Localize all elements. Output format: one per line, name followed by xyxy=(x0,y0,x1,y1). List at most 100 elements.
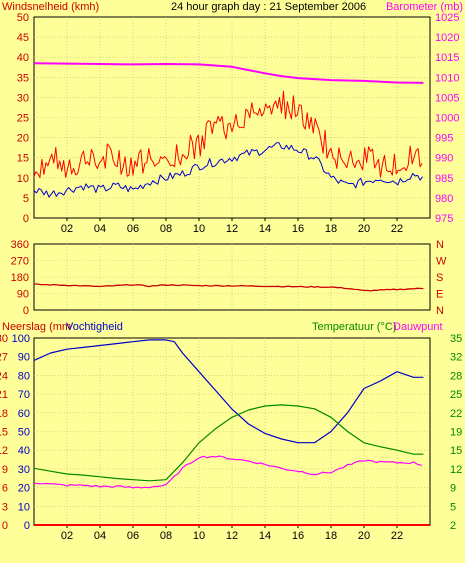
direction-compass-label: N xyxy=(436,239,444,251)
rain-ytick-label: 6 xyxy=(2,483,8,495)
wind-gust-line xyxy=(33,90,423,178)
wind-panel-xtick-label: 18 xyxy=(325,223,337,235)
rain-ytick-label: 21 xyxy=(0,389,8,401)
barometer-ytick-label: 1005 xyxy=(435,92,459,104)
wind-ytick-label: 30 xyxy=(17,92,29,104)
wind-panel-xtick-label: 20 xyxy=(358,223,370,235)
temperature-ytick-label: 25 xyxy=(450,389,462,401)
climate-panel-xtick-label: 02 xyxy=(61,530,73,542)
climate-panel-xtick-label: 06 xyxy=(127,530,139,542)
wind-panel-xtick-label: 04 xyxy=(94,223,106,235)
climate-panel-xtick-label: 10 xyxy=(193,530,205,542)
direction-compass-label: S xyxy=(436,272,443,284)
wind-axis-title: Windsnelheid (kmh) xyxy=(2,1,99,13)
direction-ytick-label: 360 xyxy=(11,239,29,251)
temperature-ytick-label: 9 xyxy=(450,483,456,495)
humidity-ytick-label: 30 xyxy=(18,464,30,476)
humidity-ytick-label: 80 xyxy=(18,370,30,382)
climate-panel-xtick-label: 04 xyxy=(94,530,106,542)
dewpoint-axis-title: Dauwpunt xyxy=(393,321,443,333)
humidity-line xyxy=(33,339,424,444)
temperature-ytick-label: 32 xyxy=(450,352,462,364)
dewpoint-line xyxy=(33,455,422,489)
wind-direction-line xyxy=(34,283,424,292)
temperature-ytick-label: 15 xyxy=(450,445,462,457)
wind-panel-xtick-label: 16 xyxy=(292,223,304,235)
temperature-ytick-label: 22 xyxy=(450,408,462,420)
humidity-ytick-label: 70 xyxy=(18,389,30,401)
temperature-ytick-label: 35 xyxy=(450,333,462,345)
direction-ytick-label: 180 xyxy=(11,272,29,284)
temperature-ytick-label: 19 xyxy=(450,427,462,439)
barometer-ytick-label: 985 xyxy=(435,173,453,185)
rain-ytick-label: 9 xyxy=(2,464,8,476)
climate-panel-xtick-label: 22 xyxy=(391,530,403,542)
humidity-ytick-label: 90 xyxy=(18,352,30,364)
humidity-ytick-label: 100 xyxy=(12,333,30,345)
climate-panel-xtick-label: 08 xyxy=(160,530,172,542)
wind-panel-xtick-label: 06 xyxy=(127,223,139,235)
temperature-line xyxy=(33,404,424,482)
temperature-ytick-label: 28 xyxy=(450,370,462,382)
wind-panel-xtick-label: 02 xyxy=(61,223,73,235)
temperature-axis-title: Temperatuur (°C) xyxy=(312,321,396,333)
barometer-ytick-label: 1000 xyxy=(435,113,459,125)
direction-compass-label: W xyxy=(436,256,447,268)
humidity-ytick-label: 40 xyxy=(18,445,30,457)
barometer-ytick-label: 995 xyxy=(435,133,453,145)
barometer-axis-title: Barometer (mb) xyxy=(386,1,463,13)
wind-panel-xtick-label: 10 xyxy=(193,223,205,235)
barometer-ytick-label: 980 xyxy=(435,193,453,205)
wind-ytick-label: 35 xyxy=(17,72,29,84)
temperature-ytick-label: 12 xyxy=(450,464,462,476)
direction-compass-label: N xyxy=(436,305,444,317)
wind-panel-xtick-label: 08 xyxy=(160,223,172,235)
wind-ytick-label: 25 xyxy=(17,113,29,125)
rain-ytick-label: 0 xyxy=(2,520,8,532)
climate-panel-xtick-label: 14 xyxy=(259,530,271,542)
wind-panel-xtick-label: 14 xyxy=(259,223,271,235)
direction-ytick-label: 270 xyxy=(11,256,29,268)
rain-ytick-label: 30 xyxy=(0,333,8,345)
rain-axis-title: Neerslag (mm xyxy=(2,321,71,333)
barometer-ytick-label: 1025 xyxy=(435,12,459,24)
climate-panel-xtick-label: 16 xyxy=(292,530,304,542)
wind-ytick-label: 15 xyxy=(17,153,29,165)
humidity-axis-title: Vochtigheid xyxy=(66,321,123,333)
humidity-ytick-label: 0 xyxy=(24,520,30,532)
humidity-ytick-label: 50 xyxy=(18,427,30,439)
rain-ytick-label: 24 xyxy=(0,370,8,382)
barometer-ytick-label: 1015 xyxy=(435,52,459,64)
climate-panel-xtick-label: 18 xyxy=(325,530,337,542)
wind-panel-xtick-label: 12 xyxy=(226,223,238,235)
climate-panel-xtick-label: 12 xyxy=(226,530,238,542)
wind-ytick-label: 5 xyxy=(23,193,29,205)
wind-ytick-label: 50 xyxy=(17,12,29,24)
wind-ytick-label: 0 xyxy=(23,213,29,225)
direction-ytick-label: 90 xyxy=(17,289,29,301)
rain-ytick-label: 18 xyxy=(0,408,8,420)
barometer-ytick-label: 1010 xyxy=(435,72,459,84)
wind-ytick-label: 45 xyxy=(17,32,29,44)
barometer-ytick-label: 975 xyxy=(435,213,453,225)
wind-ytick-label: 20 xyxy=(17,133,29,145)
wind-ytick-label: 40 xyxy=(17,52,29,64)
humidity-ytick-label: 20 xyxy=(18,483,30,495)
direction-compass-label: E xyxy=(436,289,443,301)
humidity-ytick-label: 60 xyxy=(18,408,30,420)
barometer-ytick-label: 990 xyxy=(435,153,453,165)
temperature-ytick-label: 2 xyxy=(450,520,456,532)
climate-panel-xtick-label: 20 xyxy=(358,530,370,542)
chart-title: 24 hour graph day : 21 September 2006 xyxy=(171,1,366,13)
rain-ytick-label: 3 xyxy=(2,501,8,513)
wind-average-line xyxy=(33,142,424,198)
wind-panel-xtick-label: 22 xyxy=(391,223,403,235)
rain-ytick-label: 15 xyxy=(0,427,8,439)
wind-ytick-label: 10 xyxy=(17,173,29,185)
rain-ytick-label: 12 xyxy=(0,445,8,457)
barometer-ytick-label: 1020 xyxy=(435,32,459,44)
temperature-ytick-label: 5 xyxy=(450,501,456,513)
barometer-line xyxy=(33,62,424,84)
